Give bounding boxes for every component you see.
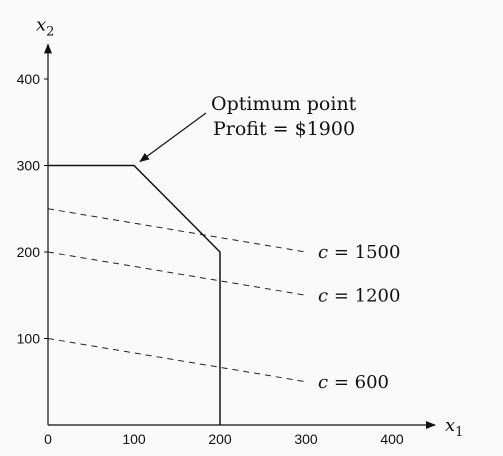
x-axis-label: x1 bbox=[445, 415, 463, 440]
y-tick-label-200: 200 bbox=[17, 244, 41, 260]
annotation-optimum-point: Optimum point bbox=[211, 93, 357, 115]
x-tick-label-200: 200 bbox=[208, 431, 232, 447]
y-axis-label: x2 bbox=[36, 14, 54, 39]
y-tick-label-300: 300 bbox=[17, 158, 41, 174]
iso-profit-lines: c = 600 c = 1200 c = 1500 bbox=[47, 208, 400, 393]
iso-line-label-1500: c = 1500 bbox=[318, 242, 400, 263]
iso-line-600 bbox=[47, 338, 307, 383]
x-tick-label-300: 300 bbox=[294, 431, 318, 447]
y-tick-labels: 100 200 300 400 bbox=[17, 71, 48, 347]
feasible-region-boundary bbox=[48, 164, 221, 425]
x-tick-label-400: 400 bbox=[380, 431, 404, 447]
annotation-arrow bbox=[139, 112, 207, 163]
iso-line-1200 bbox=[47, 251, 307, 296]
iso-line-1500 bbox=[47, 208, 307, 253]
x-tick-label-0: 0 bbox=[44, 431, 52, 447]
x-tick-label-100: 100 bbox=[122, 431, 146, 447]
iso-line-label-1200: c = 1200 bbox=[318, 285, 400, 306]
y-tick-label-400: 400 bbox=[17, 71, 41, 87]
iso-line-label-600: c = 600 bbox=[318, 372, 389, 393]
y-tick-label-100: 100 bbox=[17, 331, 41, 347]
annotation-profit: Profit = $1900 bbox=[213, 118, 355, 140]
x-tick-labels: 0 100 200 300 400 bbox=[44, 431, 404, 447]
